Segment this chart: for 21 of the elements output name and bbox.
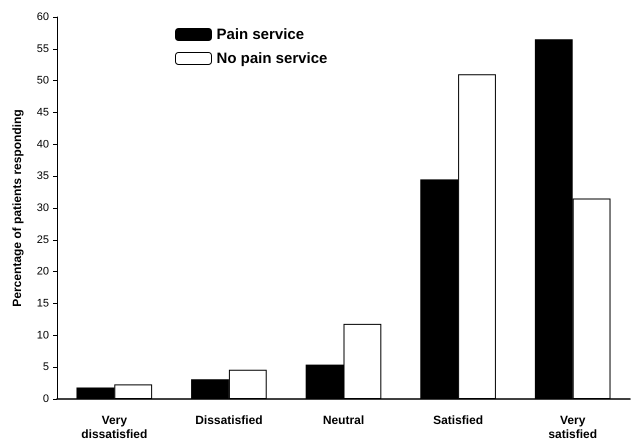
x-tick-label: Dissatisfied bbox=[195, 413, 263, 427]
legend-label: No pain service bbox=[216, 50, 328, 67]
y-tick-label: 40 bbox=[36, 138, 49, 150]
y-tick-label: 5 bbox=[42, 361, 49, 374]
y-tick-label: 35 bbox=[36, 170, 49, 182]
y-tick-label: 25 bbox=[36, 234, 49, 246]
y-tick-label: 15 bbox=[36, 298, 49, 310]
y-tick-label: 50 bbox=[36, 74, 49, 87]
y-tick-label: 30 bbox=[36, 202, 49, 214]
y-tick-label: 0 bbox=[42, 393, 49, 405]
y-tick-label: 60 bbox=[36, 11, 49, 23]
y-tick-label: 10 bbox=[36, 329, 49, 342]
y-tick-label: 45 bbox=[36, 106, 49, 118]
x-tick-label: Very satisfied bbox=[548, 413, 598, 441]
y-axis-title: Percentage of patients responding bbox=[10, 109, 24, 307]
x-tick-label: Neutral bbox=[322, 413, 364, 427]
legend-label: Pain service bbox=[216, 26, 304, 43]
x-tick-label: Very dissatisfied bbox=[81, 413, 148, 441]
y-tick-label: 20 bbox=[36, 266, 49, 278]
y-tick-label: 55 bbox=[36, 42, 49, 55]
x-tick-label: Satisfied bbox=[433, 413, 484, 427]
